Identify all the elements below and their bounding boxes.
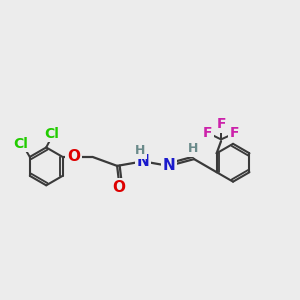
Text: F: F — [203, 126, 213, 140]
Text: H: H — [188, 142, 198, 155]
Text: Cl: Cl — [44, 127, 59, 141]
Text: O: O — [67, 149, 80, 164]
Text: Cl: Cl — [14, 137, 28, 151]
Text: H: H — [135, 144, 146, 157]
Text: O: O — [112, 179, 125, 194]
Text: F: F — [216, 117, 226, 131]
Text: F: F — [230, 126, 240, 140]
Text: N: N — [162, 158, 175, 173]
Text: N: N — [136, 154, 149, 169]
